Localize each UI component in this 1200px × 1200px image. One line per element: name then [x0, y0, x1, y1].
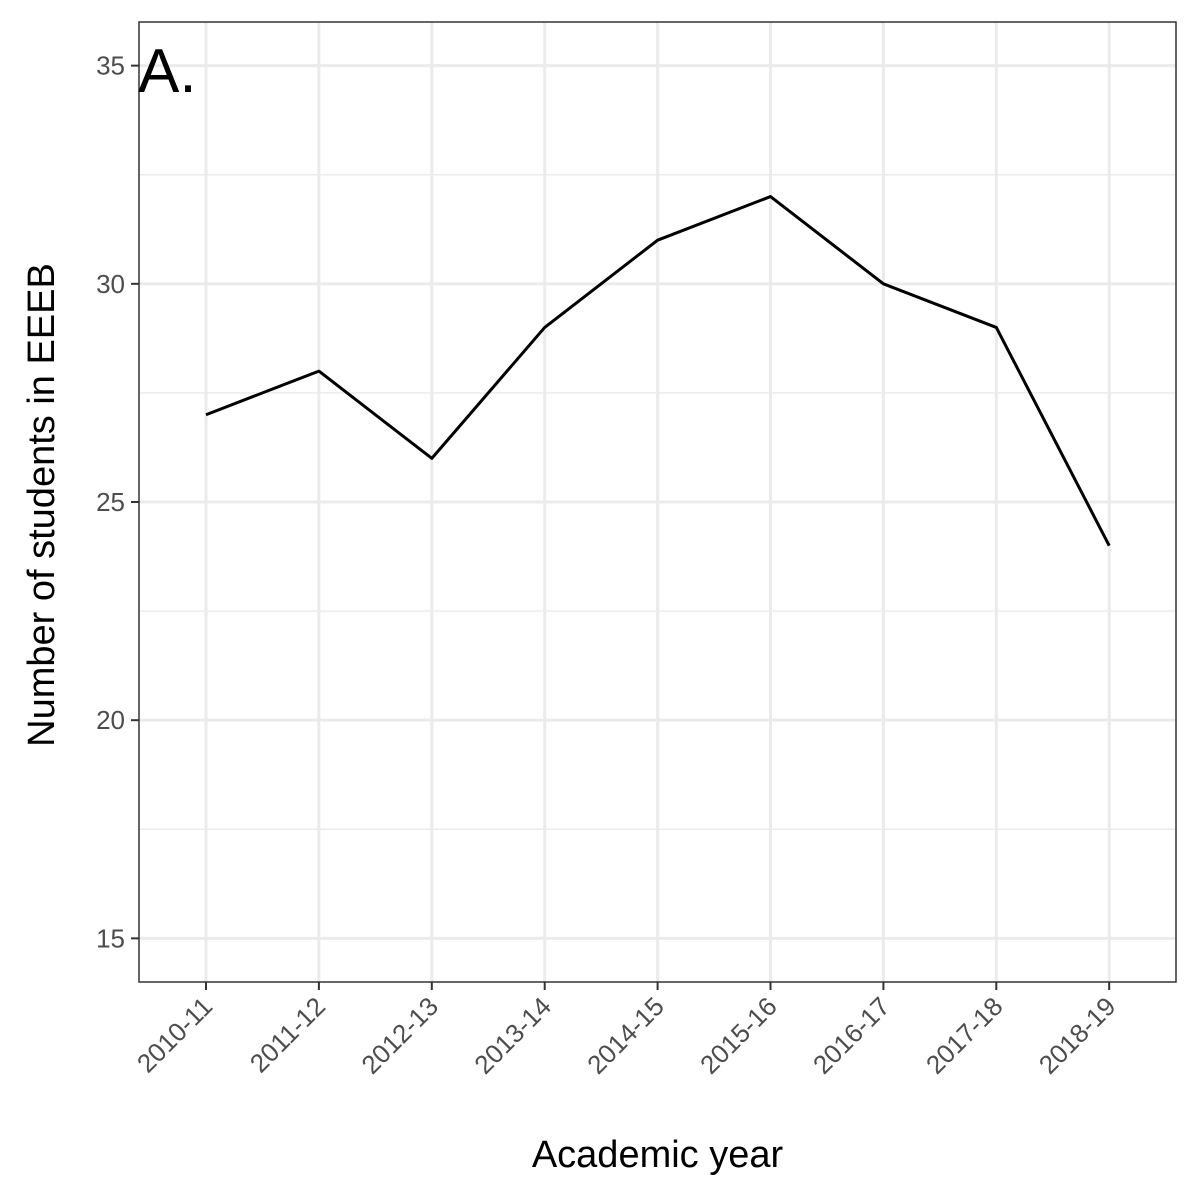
x-axis-title: Academic year — [532, 1134, 784, 1176]
y-axis: 15 20 25 30 35 — [96, 51, 139, 953]
y-tick-label: 30 — [96, 269, 125, 299]
series-line — [205, 195, 1111, 547]
y-tick-label: 35 — [96, 51, 125, 81]
y-tick-label: 20 — [96, 705, 125, 735]
y-tick-label: 25 — [96, 487, 125, 517]
panel-tag: A. — [138, 37, 197, 106]
major-gridlines — [139, 22, 1176, 982]
y-tick-label: 15 — [96, 923, 125, 953]
y-axis-title: Number of students in EEEB — [21, 263, 63, 747]
series-layer — [205, 195, 1111, 547]
